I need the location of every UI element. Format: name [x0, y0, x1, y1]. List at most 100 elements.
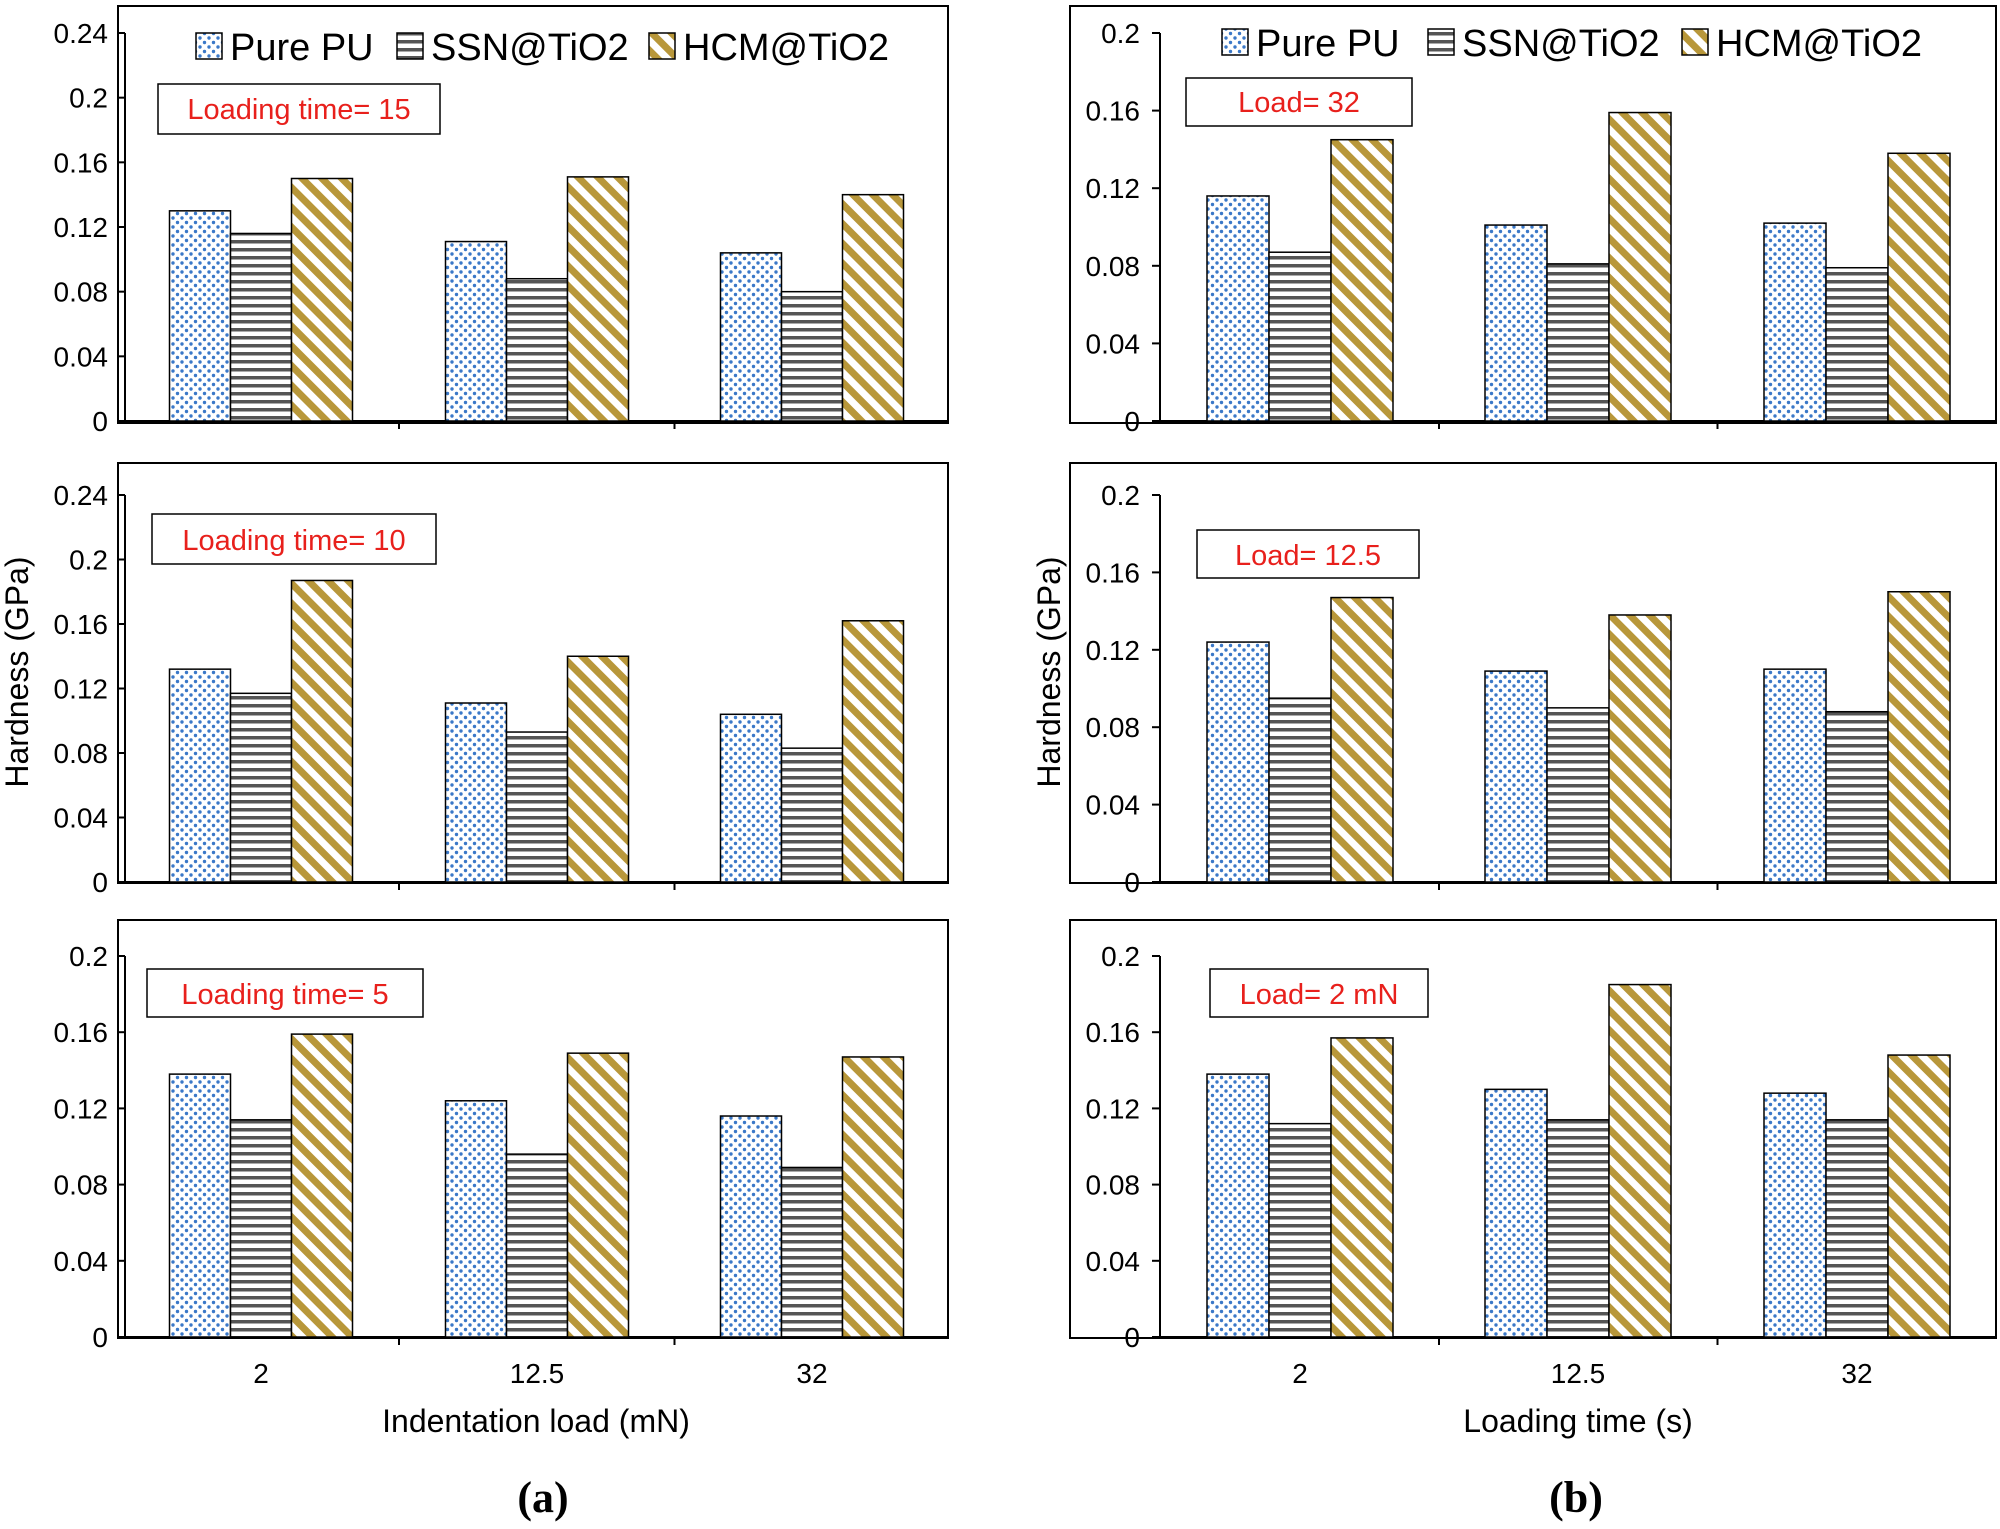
bar-ssn-tio2-a2: [780, 747, 844, 883]
y-tick-label-b3: 0.08: [1086, 1170, 1141, 1201]
y-axis-title-b: Hardness (GPa): [1031, 556, 1067, 787]
bar-hcm-tio2-b1: [1887, 152, 1951, 422]
y-tick-label-b3: 0.16: [1086, 1017, 1141, 1048]
bar-pure-pu-b1: [1484, 224, 1548, 422]
y-tick-label-a2: 0.08: [54, 738, 109, 769]
bar-ssn-tio2-b2: [1546, 707, 1610, 883]
bar-ssn-tio2-a1: [229, 232, 293, 422]
bar-pure-pu-b2: [1484, 670, 1548, 883]
y-tick-label-a1: 0.16: [54, 147, 109, 178]
bar-ssn-tio2-a1: [780, 290, 844, 422]
y-tick-label-a3: 0.04: [54, 1246, 109, 1277]
annotation-box-a3: [146, 968, 424, 1018]
legend-swatch-hcm: [1681, 28, 1709, 56]
y-tick-label-b2: 0.16: [1086, 557, 1141, 588]
bar-ssn-tio2-b1: [1268, 251, 1332, 422]
bar-ssn-tio2-a2: [505, 731, 569, 883]
annotation-box-b1: [1185, 77, 1413, 127]
y-tick-label-a2: 0: [92, 867, 108, 898]
bar-pure-pu-a3: [168, 1073, 232, 1338]
y-tick-label-a1: 0: [92, 406, 108, 437]
bar-ssn-tio2-b1: [1546, 263, 1610, 422]
bar-ssn-tio2-b1: [1825, 266, 1889, 422]
y-tick-label-b3: 0.04: [1086, 1246, 1141, 1277]
bar-ssn-tio2-a3: [780, 1166, 844, 1338]
legend-b: Pure PU SSN@TiO2 HCM@TiO2: [1221, 23, 1922, 65]
chart-panel-b1: [1069, 5, 1997, 424]
bar-ssn-tio2-b3: [1546, 1119, 1610, 1338]
bar-ssn-tio2-a2: [229, 692, 293, 883]
annotation-b3: Load= 2 mN: [1240, 979, 1399, 1011]
annotation-box-a2: [151, 513, 437, 565]
y-tick-label-a2: 0.2: [69, 545, 108, 576]
bar-ssn-tio2-b3: [1268, 1122, 1332, 1338]
bar-hcm-tio2-a3: [290, 1033, 354, 1338]
y-tick-label-b1: 0.12: [1086, 173, 1141, 204]
panel-label-b: (b): [1549, 1473, 1603, 1522]
legend-label-hcm: HCM@TiO2: [1716, 23, 1922, 65]
bar-hcm-tio2-b2: [1608, 614, 1672, 883]
bar-ssn-tio2-b2: [1825, 710, 1889, 883]
y-tick-label-a1: 0.24: [54, 18, 109, 49]
legend-swatch-ssn: [396, 32, 424, 60]
y-tick-label-b3: 0.2: [1101, 941, 1140, 972]
bar-hcm-tio2-b1: [1330, 138, 1394, 422]
y-tick-label-b2: 0: [1124, 867, 1140, 898]
x-axis-title-a: Indentation load (mN): [382, 1403, 690, 1439]
chart-panel-a1: [117, 5, 949, 424]
bar-pure-pu-a2: [719, 713, 783, 883]
bar-hcm-tio2-a1: [290, 177, 354, 422]
bar-pure-pu-a1: [719, 252, 783, 422]
bar-pure-pu-b1: [1763, 222, 1827, 422]
bar-pure-pu-a2: [168, 668, 232, 883]
y-tick-label-a1: 0.12: [54, 212, 109, 243]
bar-hcm-tio2-a3: [566, 1052, 630, 1338]
y-tick-label-a2: 0.24: [54, 480, 109, 511]
x-axis-title-b: Loading time (s): [1463, 1403, 1692, 1439]
annotation-box-b3: [1209, 968, 1429, 1018]
bar-hcm-tio2-a2: [841, 620, 905, 883]
legend-swatch-hcm: [648, 32, 676, 60]
x-tick-label-b: 12.5: [1551, 1358, 1606, 1389]
bar-ssn-tio2-a3: [229, 1119, 293, 1338]
y-tick-label-a3: 0.16: [54, 1017, 109, 1048]
y-tick-label-b1: 0.16: [1086, 96, 1141, 127]
bar-ssn-tio2-b2: [1268, 697, 1332, 883]
legend-label-ssn: SSN@TiO2: [431, 27, 629, 69]
bar-pure-pu-b3: [1763, 1092, 1827, 1338]
y-tick-label-a2: 0.16: [54, 609, 109, 640]
legend-swatch-ssn: [1427, 28, 1455, 56]
bar-hcm-tio2-b1: [1608, 111, 1672, 422]
annotation-a2: Loading time= 10: [182, 525, 405, 557]
bar-pure-pu-b3: [1206, 1073, 1270, 1338]
x-tick-label-a: 32: [796, 1358, 827, 1389]
bar-hcm-tio2-a3: [841, 1056, 905, 1338]
bar-hcm-tio2-b3: [1887, 1054, 1951, 1338]
x-tick-label-a: 12.5: [510, 1358, 565, 1389]
panel-label-a: (a): [517, 1473, 568, 1522]
bar-pure-pu-a2: [444, 702, 508, 883]
y-tick-label-b2: 0.04: [1086, 790, 1141, 821]
y-tick-label-b2: 0.12: [1086, 635, 1141, 666]
bar-ssn-tio2-b3: [1825, 1119, 1889, 1338]
y-tick-label-a2: 0.12: [54, 674, 109, 705]
annotation-a3: Loading time= 5: [181, 979, 388, 1011]
bar-pure-pu-a1: [168, 210, 232, 422]
annotation-box-a1: [157, 83, 441, 135]
bar-pure-pu-a3: [719, 1115, 783, 1338]
y-tick-label-a3: 0.12: [54, 1093, 109, 1124]
y-tick-label-a1: 0.04: [54, 341, 109, 372]
bar-pure-pu-b1: [1206, 195, 1270, 422]
bar-hcm-tio2-b2: [1887, 591, 1951, 883]
legend-label-hcm: HCM@TiO2: [683, 27, 889, 69]
y-tick-label-b1: 0.08: [1086, 251, 1141, 282]
bar-ssn-tio2-a3: [505, 1153, 569, 1338]
bar-pure-pu-b3: [1484, 1088, 1548, 1338]
y-tick-label-a3: 0.2: [69, 941, 108, 972]
charts-layer: 0 0.04 0.08 0.12 0.16 0.2 0.24 0 0.04 0.08 0.12 0.1…: [54, 18, 1996, 1389]
y-tick-label-b3: 0: [1124, 1322, 1140, 1353]
y-tick-label-b1: 0.2: [1101, 18, 1140, 49]
annotation-box-b2: [1196, 529, 1420, 579]
bar-hcm-tio2-a1: [841, 193, 905, 422]
